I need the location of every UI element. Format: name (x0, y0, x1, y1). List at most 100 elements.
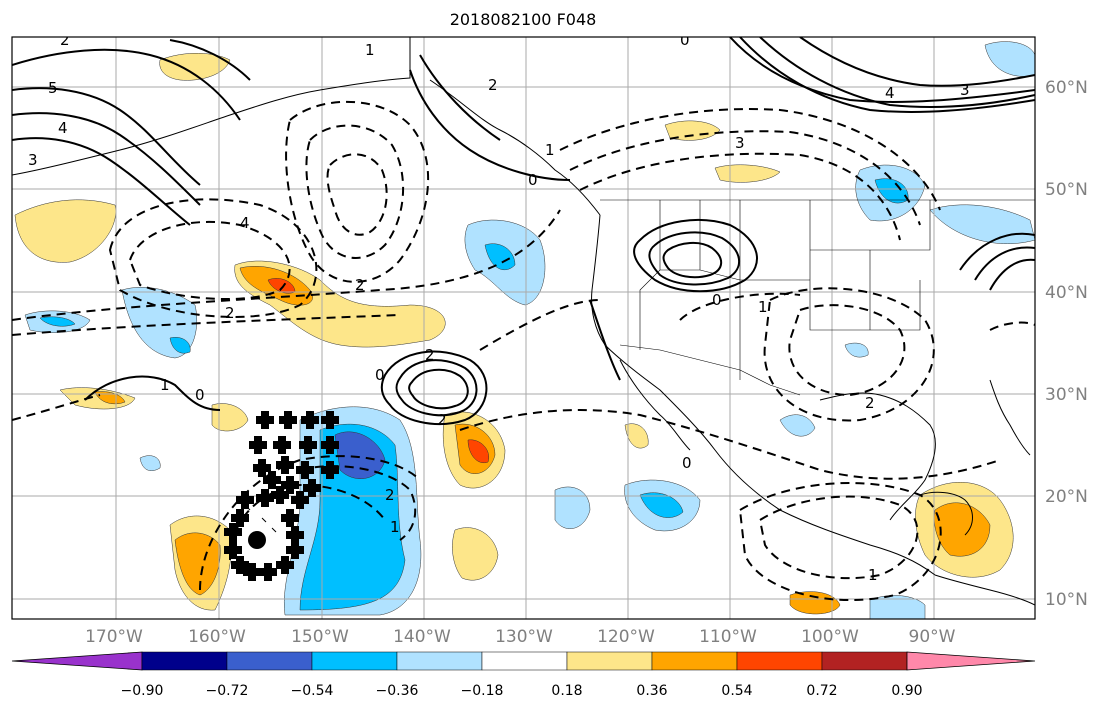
track-cross-marker (296, 461, 314, 479)
track-cross-marker (263, 471, 281, 489)
map-title: 2018082100 F048 (450, 10, 597, 29)
track-cross-marker (286, 541, 304, 559)
contour-label: 1 (390, 518, 400, 536)
track-cross-marker (276, 456, 294, 474)
map-frame (11, 36, 1036, 620)
colorbar-tick-label: −0.36 (376, 683, 419, 699)
track-cross-marker (249, 436, 267, 454)
contour-label: 4 (885, 84, 895, 102)
track-cross-marker (256, 411, 274, 429)
colorbar-segment (226, 651, 313, 671)
contour-label: 2 (60, 31, 70, 49)
north-america-west-coast (591, 214, 936, 576)
florida (989, 379, 1031, 456)
lon-label: 130°W (495, 627, 553, 647)
lon-label: 140°W (393, 627, 451, 647)
track-cross-marker (273, 436, 291, 454)
baja-california (619, 359, 691, 451)
track-cross-marker (224, 541, 242, 559)
colorbar-tick-label: −0.54 (291, 683, 334, 699)
contour-label: 0 (375, 366, 385, 384)
track-markers (224, 411, 339, 581)
gulf-of-mexico-coast (819, 392, 936, 521)
colorbar-segment (311, 651, 398, 671)
contour-label: 0 (680, 31, 690, 49)
coastlines (12, 37, 1035, 606)
lon-label: 90°W (909, 627, 956, 647)
contour-label: 2 (437, 411, 447, 429)
contour-label: 0 (195, 386, 205, 404)
track-cross-marker (321, 411, 339, 429)
track-cross-marker (291, 491, 309, 509)
alaska-panhandle (429, 79, 601, 216)
lat-label: 60°N (1045, 78, 1088, 98)
colorbar-segment (566, 651, 653, 671)
track-cross-marker (243, 563, 261, 581)
track-cross-marker (256, 489, 274, 507)
colorbar-tick-label: −0.18 (461, 683, 504, 699)
positive-contours (12, 37, 1035, 426)
track-cross-marker (286, 526, 304, 544)
track-cross-marker (259, 563, 277, 581)
track-cross-marker (303, 479, 321, 497)
positive-anomaly-region (14, 199, 117, 263)
contour-labels: 2 1 0 5 4 3 2 1 0 4 2 2 2 1 0 0 1 2 2 3 … (28, 31, 970, 584)
us-mexico-border (619, 344, 801, 396)
colorbar-tick-label: −0.72 (206, 683, 249, 699)
lon-label: 100°W (801, 627, 859, 647)
lon-label: 160°W (188, 627, 246, 647)
lat-label: 30°N (1045, 385, 1088, 405)
track-cross-marker (253, 459, 271, 477)
colorbar: −0.90 −0.72 −0.54 −0.36 −0.18 0.18 0.36 … (11, 651, 1036, 699)
lon-label: 110°W (699, 627, 757, 647)
storm-center-marker (248, 531, 266, 549)
track-cross-marker (321, 436, 339, 454)
track-cross-marker (236, 491, 254, 509)
track-cross-marker (281, 476, 299, 494)
track-cross-marker (224, 523, 242, 541)
colorbar-tick-label: 0.54 (721, 683, 752, 699)
colorbar-segment (141, 651, 228, 671)
track-cross-marker (299, 436, 317, 454)
contour-label: 0 (682, 454, 692, 472)
colorbar-tick-label: 0.36 (636, 683, 667, 699)
contour-label: 1 (758, 298, 768, 316)
track-cross-marker (231, 509, 249, 527)
track-cross-marker (271, 486, 289, 504)
contour-label: 1 (868, 566, 878, 584)
track-cross-marker (231, 556, 249, 574)
colorbar-segment (651, 651, 738, 671)
alaska-coast (12, 37, 411, 176)
colorbar-tick-label: −0.90 (121, 683, 164, 699)
contour-label: 1 (160, 376, 170, 394)
contour-label: 2 (225, 304, 235, 322)
track-cross-marker (279, 411, 297, 429)
lat-label: 10°N (1045, 590, 1088, 610)
negative-contours (12, 100, 1035, 602)
contour-label: 0 (712, 291, 722, 309)
shaded-anomalies (14, 41, 1035, 619)
contour-label: 2 (488, 76, 498, 94)
lon-label: 120°W (597, 627, 655, 647)
contour-label: 1 (545, 141, 555, 159)
yucatan (919, 491, 973, 536)
contour-label: 4 (58, 119, 68, 137)
colorbar-tick-label: 0.72 (806, 683, 837, 699)
contour-label: 3 (960, 81, 970, 99)
contour-label: 3 (735, 134, 745, 152)
lon-label: 170°W (85, 627, 143, 647)
colorbar-segment (481, 651, 568, 671)
colorbar-arrow-high (906, 651, 1036, 671)
longitude-labels: 170°W 160°W 150°W 140°W 130°W 120°W 110°… (85, 627, 956, 647)
track-cross-marker (276, 556, 294, 574)
track-cross-marker (301, 411, 319, 429)
colorbar-segment (396, 651, 483, 671)
central-america (934, 574, 1035, 606)
colorbar-arrow-low (11, 651, 143, 671)
lat-label: 50°N (1045, 180, 1088, 200)
lon-label: 150°W (291, 627, 349, 647)
contour-label: 2 (865, 394, 875, 412)
contour-label: 4 (240, 214, 250, 232)
lat-label: 20°N (1045, 487, 1088, 507)
